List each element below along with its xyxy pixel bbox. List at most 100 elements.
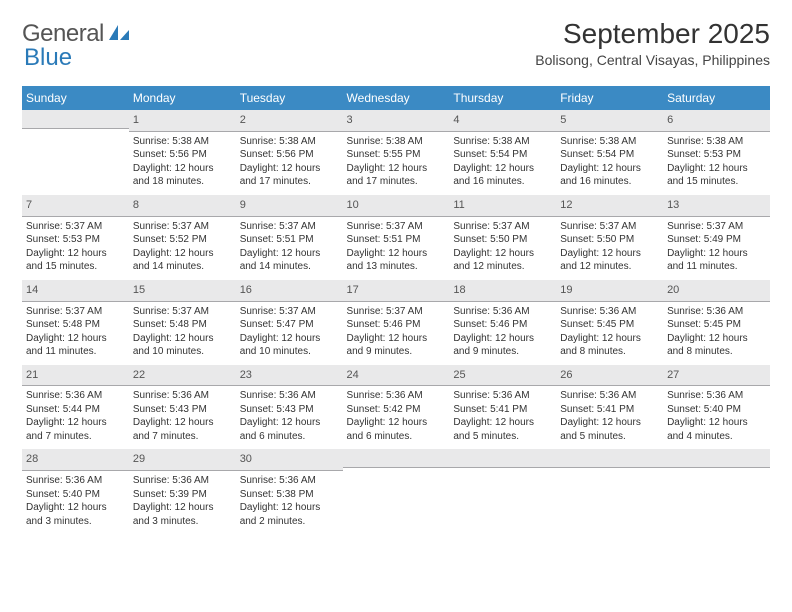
day-details: Sunrise: 5:38 AMSunset: 5:55 PMDaylight:… — [343, 135, 450, 195]
day-number: 22 — [129, 365, 236, 387]
calendar-row: 14 Sunrise: 5:37 AM Sunset: 5:48 PM Dayligh… — [22, 280, 770, 365]
daylight-line: Daylight: 12 hours and 12 minutes. — [560, 247, 659, 274]
day-number: 7 — [22, 195, 129, 217]
calendar-row: 1 Sunrise: 5:38 AMSunset: 5:56 PMDaylight… — [22, 110, 770, 195]
sunrise-line: Sunrise: 5:37 AM — [240, 305, 339, 319]
sunrise-line: Sunrise: 5:38 AM — [240, 135, 339, 149]
calendar-cell: 8Sunrise: 5:37 AMSunset: 5:52 PMDaylight… — [129, 195, 236, 280]
day-details: Sunrise: 5:37 AMSunset: 5:46 PMDaylight:… — [343, 305, 450, 365]
calendar-table: Sunday Monday Tuesday Wednesday Thursday… — [22, 86, 770, 534]
sunrise-line: Sunrise: 5:38 AM — [560, 135, 659, 149]
daylight-line: Daylight: 12 hours and 6 minutes. — [240, 416, 339, 443]
calendar-cell: 30Sunrise: 5:36 AMSunset: 5:38 PMDayligh… — [236, 449, 343, 534]
sunset-line: Sunset: 5:54 PM — [560, 148, 659, 162]
sunset-line: Sunset: 5:52 PM — [133, 233, 232, 247]
day-number: 25 — [449, 365, 556, 387]
daylight-line: Daylight: 12 hours and 6 minutes. — [347, 416, 446, 443]
day-header-row: Sunday Monday Tuesday Wednesday Thursday… — [22, 86, 770, 110]
calendar-cell — [343, 449, 450, 534]
sunrise-line: Sunrise: 5:37 AM — [240, 220, 339, 234]
calendar-cell — [663, 449, 770, 534]
month-title: September 2025 — [535, 18, 770, 50]
calendar-cell — [22, 110, 129, 195]
sunrise-line: Sunrise: 5:36 AM — [133, 474, 232, 488]
calendar-cell: 2Sunrise: 5:38 AMSunset: 5:56 PMDaylight… — [236, 110, 343, 195]
day-details: Sunrise: 5:37 AMSunset: 5:53 PMDaylight:… — [22, 220, 129, 280]
calendar-cell: 24Sunrise: 5:36 AMSunset: 5:42 PMDayligh… — [343, 365, 450, 450]
sunrise-line: Sunrise: 5:36 AM — [560, 305, 659, 319]
day-number: 18 — [449, 280, 556, 302]
day-details: Sunrise: 5:37 AMSunset: 5:52 PMDaylight:… — [129, 220, 236, 280]
empty-day-bar — [22, 110, 129, 129]
daylight-line: Daylight: 12 hours and 9 minutes. — [347, 332, 446, 359]
daylight-line: Daylight: 12 hours and 14 minutes. — [240, 247, 339, 274]
day-details: Sunrise: 5:37 AMSunset: 5:47 PMDaylight:… — [236, 305, 343, 365]
daylight-line: Daylight: 12 hours and 3 minutes. — [26, 501, 125, 528]
day-number: 26 — [556, 365, 663, 387]
day-header: Saturday — [663, 86, 770, 110]
sunset-line: Sunset: 5:50 PM — [453, 233, 552, 247]
day-number: 13 — [663, 195, 770, 217]
day-header: Sunday — [22, 86, 129, 110]
sunrise-line: Sunrise: 5:37 AM — [347, 305, 446, 319]
day-number: 1 — [129, 110, 236, 132]
day-number: 9 — [236, 195, 343, 217]
day-details: Sunrise: 5:37 AMSunset: 5:50 PMDaylight:… — [449, 220, 556, 280]
day-number: 15 — [129, 280, 236, 302]
daylight-line: Daylight: 12 hours and 8 minutes. — [560, 332, 659, 359]
sunrise-line: Sunrise: 5:36 AM — [453, 389, 552, 403]
sunrise-line: Sunrise: 5:36 AM — [133, 389, 232, 403]
sunset-line: Sunset: 5:53 PM — [667, 148, 766, 162]
sunset-line: Sunset: 5:54 PM — [453, 148, 552, 162]
empty-day-bar — [556, 449, 663, 468]
sunrise-line: Sunrise: 5:37 AM — [667, 220, 766, 234]
daylight-line: Daylight: 12 hours and 8 minutes. — [667, 332, 766, 359]
sunrise-line: Sunrise: 5:37 AM — [347, 220, 446, 234]
sunset-line: Sunset: 5:49 PM — [667, 233, 766, 247]
day-number: 11 — [449, 195, 556, 217]
calendar-row: 7 Sunrise: 5:37 AMSunset: 5:53 PMDaylight… — [22, 195, 770, 280]
calendar-cell: 12Sunrise: 5:37 AMSunset: 5:50 PMDayligh… — [556, 195, 663, 280]
daylight-line: Daylight: 12 hours and 11 minutes. — [667, 247, 766, 274]
empty-day-bar — [343, 449, 450, 468]
day-number: 16 — [236, 280, 343, 302]
calendar-page: General September 2025 Bolisong, Central… — [0, 0, 792, 544]
day-number: 28 — [22, 449, 129, 471]
calendar-cell: 4Sunrise: 5:38 AMSunset: 5:54 PMDaylight… — [449, 110, 556, 195]
day-details: Sunrise: 5:36 AMSunset: 5:40 PMDaylight:… — [22, 474, 129, 534]
day-details: Sunrise: 5:37 AMSunset: 5:49 PMDaylight:… — [663, 220, 770, 280]
day-details: Sunrise: 5:36 AMSunset: 5:41 PMDaylight:… — [449, 389, 556, 449]
day-number: 20 — [663, 280, 770, 302]
day-details: Sunrise: 5:38 AMSunset: 5:54 PMDaylight:… — [449, 135, 556, 195]
day-number: 2 — [236, 110, 343, 132]
sunset-line: Sunset: 5:39 PM — [133, 488, 232, 502]
day-number: 14 — [22, 280, 129, 302]
calendar-cell: 6Sunrise: 5:38 AMSunset: 5:53 PMDaylight… — [663, 110, 770, 195]
sunrise-line: Sunrise: 5:37 AM — [26, 305, 125, 319]
day-header: Tuesday — [236, 86, 343, 110]
sunrise-line: Sunrise: 5:37 AM — [133, 220, 232, 234]
daylight-line: Daylight: 12 hours and 7 minutes. — [26, 416, 125, 443]
daylight-line: Daylight: 12 hours and 17 minutes. — [347, 162, 446, 189]
calendar-cell: 9Sunrise: 5:37 AMSunset: 5:51 PMDaylight… — [236, 195, 343, 280]
sunrise-line: Sunrise: 5:36 AM — [667, 305, 766, 319]
day-details: Sunrise: 5:38 AMSunset: 5:56 PMDaylight:… — [129, 135, 236, 195]
sunrise-line: Sunrise: 5:38 AM — [453, 135, 552, 149]
calendar-cell: 18 Sunrise: 5:36 AMSunset: 5:46 PMDayligh… — [449, 280, 556, 365]
daylight-line: Daylight: 12 hours and 9 minutes. — [453, 332, 552, 359]
sunset-line: Sunset: 5:48 PM — [133, 318, 232, 332]
calendar-cell: 7 Sunrise: 5:37 AMSunset: 5:53 PMDaylight… — [22, 195, 129, 280]
day-details: Sunrise: 5:36 AMSunset: 5:45 PMDaylight:… — [663, 305, 770, 365]
day-details: Sunrise: 5:37 AMSunset: 5:51 PMDaylight:… — [343, 220, 450, 280]
logo-sail-icon — [108, 23, 130, 46]
day-details: Sunrise: 5:36 AMSunset: 5:46 PMDaylight:… — [449, 305, 556, 365]
calendar-cell: 13 Sunrise: 5:37 AMSunset: 5:49 PMDayligh… — [663, 195, 770, 280]
sunset-line: Sunset: 5:41 PM — [453, 403, 552, 417]
sunset-line: Sunset: 5:38 PM — [240, 488, 339, 502]
calendar-cell: 15Sunrise: 5:37 AMSunset: 5:48 PMDayligh… — [129, 280, 236, 365]
daylight-line: Daylight: 12 hours and 4 minutes. — [667, 416, 766, 443]
sunrise-line: Sunrise: 5:36 AM — [26, 389, 125, 403]
day-details: Sunrise: 5:38 AMSunset: 5:53 PMDaylight:… — [663, 135, 770, 195]
day-details: Sunrise: 5:36 AMSunset: 5:43 PMDaylight:… — [236, 389, 343, 449]
day-number: 12 — [556, 195, 663, 217]
